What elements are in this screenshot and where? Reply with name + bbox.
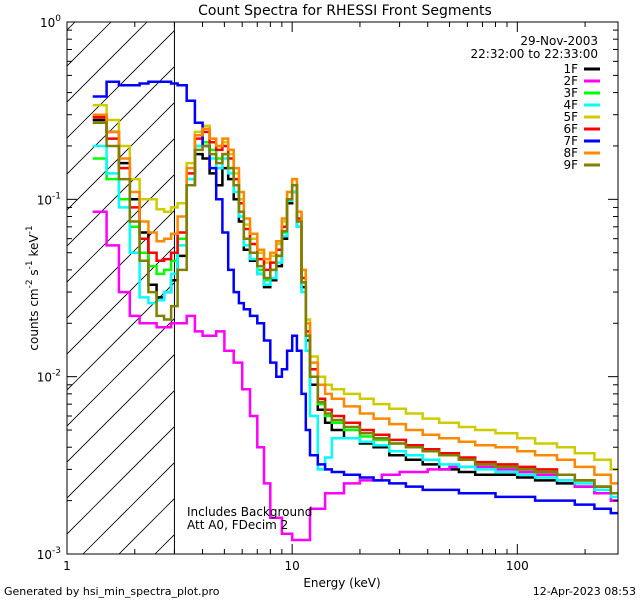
hatch-line	[67, 390, 175, 499]
y-tick-label: 10-3	[37, 546, 61, 562]
y-axis: 100 10-1 10-2 10-3	[37, 14, 618, 562]
annotation-attenuator: Att A0, FDecim 2	[187, 518, 288, 532]
y-axis-label-sup1: -2	[25, 279, 35, 288]
x-axis: 1 10 100	[63, 22, 586, 573]
hatch-line	[67, 66, 175, 175]
hatch-line	[67, 22, 148, 103]
legend-label-2F: 2F	[563, 74, 578, 88]
y-axis-label-sup3: -1	[25, 225, 35, 234]
hatch-line	[118, 498, 175, 554]
legend-label-1F: 1F	[563, 62, 578, 76]
footer-timestamp: 12-Apr-2023 08:53	[533, 585, 636, 598]
time-range-label: 22:32:00 to 22:33:00	[471, 47, 598, 61]
x-tick-label: 100	[506, 559, 529, 573]
hatch-line	[67, 246, 175, 355]
legend-label-5F: 5F	[563, 110, 578, 124]
y-tick-label: 10-1	[37, 191, 61, 207]
y-axis-label-end: keV	[27, 234, 41, 261]
legend-label-9F: 9F	[563, 158, 578, 172]
chart-title: Count Spectra for RHESSI Front Segments	[198, 3, 492, 19]
hatch-line	[263, 0, 640, 554]
hatch-line	[67, 30, 175, 139]
series-line-6F	[92, 116, 618, 495]
annotation-background: Includes Background	[187, 505, 312, 519]
date-label: 29-Nov-2003	[520, 34, 598, 48]
legend-label-7F: 7F	[563, 134, 578, 148]
footer-generated-by: Generated by hsi_min_spectra_plot.pro	[4, 585, 220, 598]
y-axis-label-base: counts cm	[27, 288, 41, 350]
legend-label-6F: 6F	[563, 122, 578, 136]
hatch-line	[67, 282, 175, 391]
series-line-7F	[92, 80, 618, 515]
hatch-line	[67, 426, 175, 535]
y-tick-label: 10-2	[37, 369, 61, 385]
x-tick-label: 1	[63, 559, 71, 573]
legend-label-4F: 4F	[563, 98, 578, 112]
hatch-line	[67, 210, 175, 319]
y-axis-label: counts cm-2 s-1 keV-1	[25, 225, 41, 350]
series-line-9F	[92, 121, 618, 495]
hatch-line	[67, 354, 175, 463]
y-axis-label-sup2: -1	[25, 260, 35, 269]
legend-label-3F: 3F	[563, 86, 578, 100]
plot-frame	[66, 21, 619, 555]
hatch-line	[67, 174, 175, 283]
series-lines	[92, 80, 618, 542]
legend-label-8F: 8F	[563, 146, 578, 160]
hatch-line	[227, 0, 640, 554]
attenuator-hatch-region	[67, 0, 640, 554]
hatch-line	[67, 22, 76, 31]
x-tick-label: 10	[285, 559, 300, 573]
x-axis-label: Energy (keV)	[303, 576, 380, 590]
series-line-8F	[92, 113, 618, 485]
y-tick-label: 100	[40, 14, 61, 30]
y-axis-label-mid: s	[27, 269, 41, 279]
series-line-2F	[92, 210, 618, 542]
series-line-4F	[92, 144, 618, 499]
